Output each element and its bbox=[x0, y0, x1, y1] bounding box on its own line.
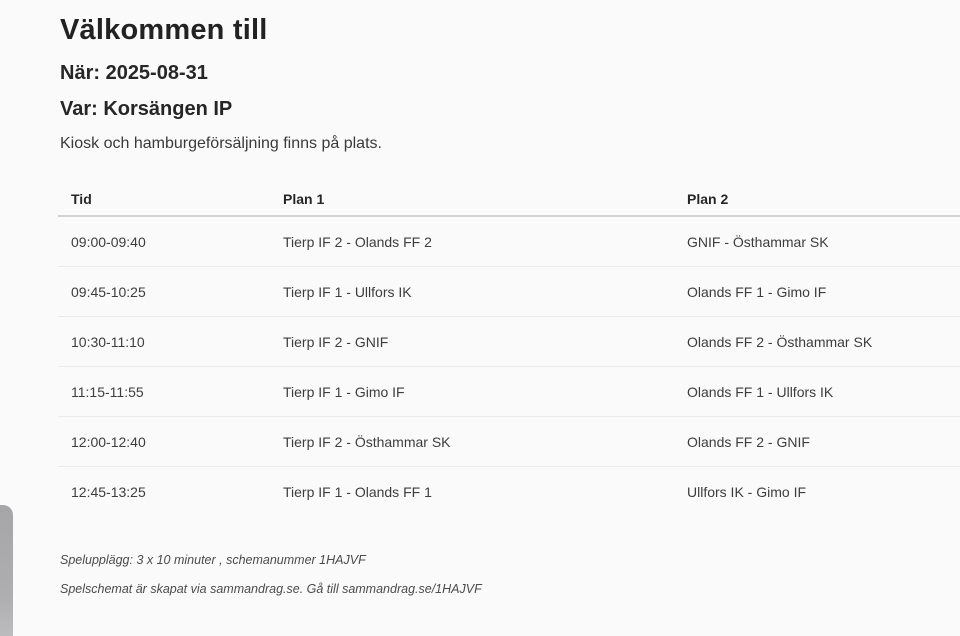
match-time: 09:45-10:25 bbox=[71, 283, 146, 300]
plan1-match: Tierp IF 2 - GNIF bbox=[283, 333, 389, 350]
event-venue: Var: Korsängen IP bbox=[60, 98, 233, 120]
game-format-note: Spelupplägg: 3 x 10 minuter , schemanumm… bbox=[60, 553, 366, 567]
plan1-match: Tierp IF 1 - Olands FF 1 bbox=[283, 483, 432, 500]
source-note: Spelschemat är skapat via sammandrag.se.… bbox=[60, 582, 482, 596]
plan2-match: Olands FF 1 - Gimo IF bbox=[687, 283, 827, 300]
table-row: 11:15-11:55 Tierp IF 1 - Gimo IF Olands … bbox=[58, 367, 960, 417]
plan1-match: Tierp IF 1 - Ullfors IK bbox=[283, 283, 412, 300]
table-row: 09:00-09:40 Tierp IF 2 - Olands FF 2 GNI… bbox=[58, 217, 960, 267]
table-row: 12:00-12:40 Tierp IF 2 - Östhammar SK Ol… bbox=[58, 417, 960, 467]
plan1-match: Tierp IF 2 - Östhammar SK bbox=[283, 433, 451, 450]
schedule-page: Välkommen till När: 2025-08-31 Var: Kors… bbox=[58, 14, 960, 596]
match-time: 12:00-12:40 bbox=[71, 433, 146, 450]
column-header-plan1: Plan 1 bbox=[283, 191, 325, 207]
table-row: 09:45-10:25 Tierp IF 1 - Ullfors IK Olan… bbox=[58, 267, 960, 317]
match-time: 09:00-09:40 bbox=[71, 233, 146, 250]
plan2-match: Olands FF 1 - Ullfors IK bbox=[687, 383, 834, 400]
table-header-row: Tid Plan 1 Plan 2 bbox=[58, 183, 960, 217]
match-time: 11:15-11:55 bbox=[71, 383, 144, 400]
column-header-tid: Tid bbox=[71, 191, 92, 207]
plan1-match: Tierp IF 1 - Gimo IF bbox=[283, 383, 405, 400]
left-scroll-handle[interactable] bbox=[0, 505, 13, 636]
match-schedule-table: Tid Plan 1 Plan 2 09:00-09:40 Tierp IF 2… bbox=[58, 183, 960, 516]
match-time: 10:30-11:10 bbox=[71, 333, 145, 350]
plan2-match: Ullfors IK - Gimo IF bbox=[687, 483, 807, 500]
plan2-match: GNIF - Östhammar SK bbox=[687, 233, 829, 250]
plan2-match: Olands FF 2 - GNIF bbox=[687, 433, 810, 450]
event-date: När: 2025-08-31 bbox=[60, 62, 208, 84]
column-header-plan2: Plan 2 bbox=[687, 191, 729, 207]
table-row: 12:45-13:25 Tierp IF 1 - Olands FF 1 Ull… bbox=[58, 467, 960, 516]
schedule-footnotes: Spelupplägg: 3 x 10 minuter , schemanumm… bbox=[60, 553, 960, 596]
plan1-match: Tierp IF 2 - Olands FF 2 bbox=[283, 233, 432, 250]
kiosk-info: Kiosk och hamburgeförsäljning finns på p… bbox=[60, 135, 382, 152]
page-title: Välkommen till bbox=[60, 14, 268, 46]
table-row: 10:30-11:10 Tierp IF 2 - GNIF Olands FF … bbox=[58, 317, 960, 367]
match-time: 12:45-13:25 bbox=[71, 483, 146, 500]
plan2-match: Olands FF 2 - Östhammar SK bbox=[687, 333, 873, 350]
